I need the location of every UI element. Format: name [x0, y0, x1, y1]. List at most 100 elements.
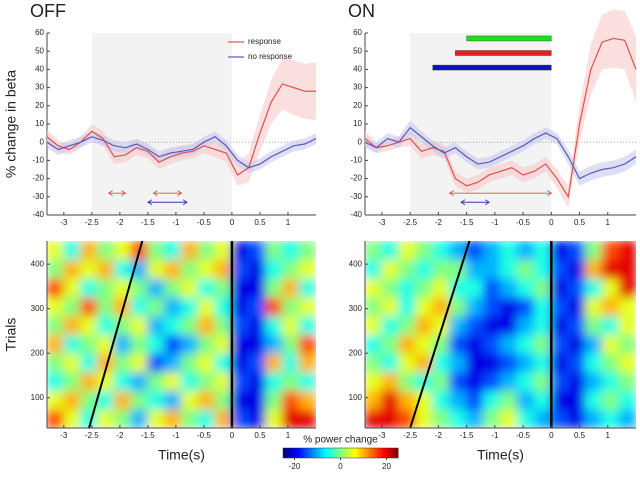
- x-tick-label: 0: [230, 431, 235, 440]
- heatmap-cell: [533, 277, 552, 298]
- heatmap-cell: [80, 277, 98, 298]
- colorbar-swatch: [396, 448, 399, 458]
- heatmap-cell: [533, 390, 552, 410]
- heatmap-cell: [618, 352, 636, 373]
- heatmap-cell: [248, 352, 267, 373]
- heatmap-cell: [298, 296, 316, 317]
- series-line: [46, 83, 316, 176]
- colorbar-tick-label: 20: [382, 462, 391, 471]
- heatmap-cell: [63, 408, 82, 428]
- heatmap-cell: [381, 277, 400, 298]
- error-band: [47, 131, 316, 174]
- heatmap-cell: [80, 371, 98, 392]
- colorbar-swatch: [286, 448, 290, 458]
- heatmap-cell: [147, 296, 166, 317]
- error-band: [365, 120, 636, 186]
- heatmap-cell: [164, 334, 182, 354]
- interval-arrow: [448, 190, 553, 197]
- x-tick-label: 1: [606, 218, 611, 227]
- heatmap-cell: [281, 334, 300, 354]
- x-tick-label: -1: [491, 431, 499, 440]
- heatmap-cell: [550, 315, 569, 335]
- heatmap-cell: [298, 334, 316, 354]
- heatmap-cell: [381, 296, 400, 317]
- heatmap-cell: [63, 296, 82, 317]
- heatmap-cell: [432, 408, 451, 428]
- heatmap-cell: [231, 371, 250, 392]
- y-tick-label: -10: [32, 156, 44, 165]
- heatmap-cell: [601, 277, 620, 298]
- heatmap-cell: [113, 259, 132, 279]
- y-tick-label: -30: [350, 192, 362, 201]
- heatmap-cell: [298, 277, 316, 298]
- heatmap-cell: [432, 334, 451, 354]
- heatmap-cell: [483, 315, 501, 335]
- colorbar-swatch: [342, 448, 345, 458]
- heatmap-cell: [214, 296, 233, 317]
- heatmap-cell: [265, 296, 283, 317]
- heatmap-cell: [164, 390, 182, 410]
- heatmap-cell: [533, 296, 552, 317]
- colorbar-swatch: [319, 448, 322, 458]
- heatmap-blur: [47, 241, 316, 428]
- heatmap-cell: [265, 259, 283, 279]
- x-tick-label: -1: [172, 218, 180, 227]
- y-tick-label: 50: [35, 46, 44, 55]
- heatmap-cell: [298, 390, 316, 410]
- shaded-window: [91, 33, 232, 215]
- heatmap-cell: [500, 277, 518, 298]
- heatmap-cell: [298, 241, 316, 261]
- heatmap-cell: [265, 315, 283, 335]
- colorbar-swatch: [352, 448, 355, 458]
- heatmap-cell: [567, 408, 586, 428]
- colorbar-swatch: [313, 448, 317, 458]
- x-tick-label: -1.5: [141, 218, 155, 227]
- heatmap-cell: [181, 296, 199, 317]
- colorbar-swatch: [350, 448, 353, 458]
- x-tick-label: -2: [435, 218, 443, 227]
- heatmap-cell: [415, 334, 434, 354]
- heatmap-cell: [601, 352, 620, 373]
- heatmap-cell: [130, 315, 149, 335]
- heatmap-cell: [96, 408, 115, 428]
- y-tick-label: 30: [353, 83, 362, 92]
- heatmap-cell: [147, 352, 166, 373]
- heatmap-cell: [164, 371, 182, 392]
- heatmap-cell: [164, 277, 182, 298]
- x-tick-label: -0.5: [197, 218, 211, 227]
- legend-label: response: [248, 37, 281, 46]
- colorbar-swatch: [323, 448, 326, 458]
- x-tick-label: 0.5: [574, 218, 586, 227]
- heatmap-cell: [214, 315, 233, 335]
- heatmap-cell: [164, 241, 182, 261]
- x-tick-label: -3: [60, 431, 68, 440]
- y-tick-label: 60: [353, 28, 362, 37]
- heatmap-cell: [365, 408, 383, 428]
- heatmap-cell: [248, 277, 267, 298]
- colorbar-swatch: [390, 448, 393, 458]
- heatmap-cell: [265, 334, 283, 354]
- heatmap-cell: [483, 352, 501, 373]
- heatmap-cell: [601, 259, 620, 279]
- x-tick-label: 1: [286, 431, 291, 440]
- heatmap-cell: [466, 352, 485, 373]
- heatmap-cell: [80, 296, 98, 317]
- x-tick-label: -2: [435, 431, 443, 440]
- heatmap-cell: [398, 277, 417, 298]
- y-axis-title: Trials: [3, 318, 19, 352]
- heatmap-cell: [601, 334, 620, 354]
- x-tick-label: 0: [549, 218, 554, 227]
- x-tick-label: -0.5: [516, 218, 530, 227]
- heatmap-cell: [96, 352, 115, 373]
- y-tick-label: 100: [31, 393, 45, 402]
- colorbar-swatch: [355, 448, 359, 458]
- y-tick-label: 0: [40, 137, 45, 146]
- heatmap-cell: [214, 371, 233, 392]
- y-tick-label: 300: [31, 304, 45, 313]
- heatmap-cell: [231, 390, 250, 410]
- colorbar-swatch: [367, 448, 370, 458]
- heatmap-cell: [231, 259, 250, 279]
- x-tick-label: -0.5: [516, 431, 530, 440]
- heatmap-cell: [181, 259, 199, 279]
